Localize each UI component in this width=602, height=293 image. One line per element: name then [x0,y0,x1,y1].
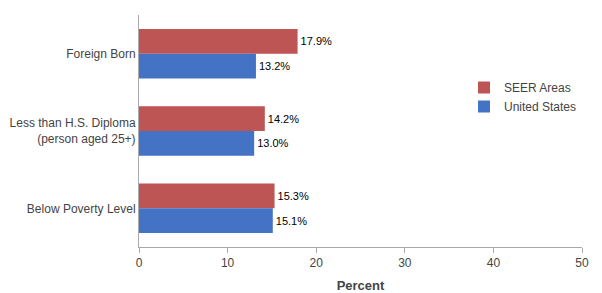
svg-text:Below Poverty Level: Below Poverty Level [27,202,136,216]
svg-text:Percent: Percent [337,278,385,293]
svg-text:14.2%: 14.2% [268,113,299,125]
svg-text:50: 50 [575,256,589,270]
svg-text:20: 20 [310,256,324,270]
svg-text:15.1%: 15.1% [276,215,307,227]
svg-text:Less than H.S. Diploma(person: Less than H.S. Diploma(person aged 25+) [10,116,136,146]
svg-text:10: 10 [221,256,235,270]
svg-text:15.3%: 15.3% [278,190,309,202]
svg-text:30: 30 [398,256,412,270]
svg-text:SEER Areas: SEER Areas [504,81,571,95]
svg-text:13.2%: 13.2% [259,60,290,72]
svg-text:17.9%: 17.9% [301,35,332,47]
svg-text:40: 40 [487,256,501,270]
svg-text:Foreign Born: Foreign Born [66,47,135,61]
svg-text:13.0%: 13.0% [257,137,288,149]
svg-text:0: 0 [136,256,143,270]
svg-text:United States: United States [504,100,576,114]
